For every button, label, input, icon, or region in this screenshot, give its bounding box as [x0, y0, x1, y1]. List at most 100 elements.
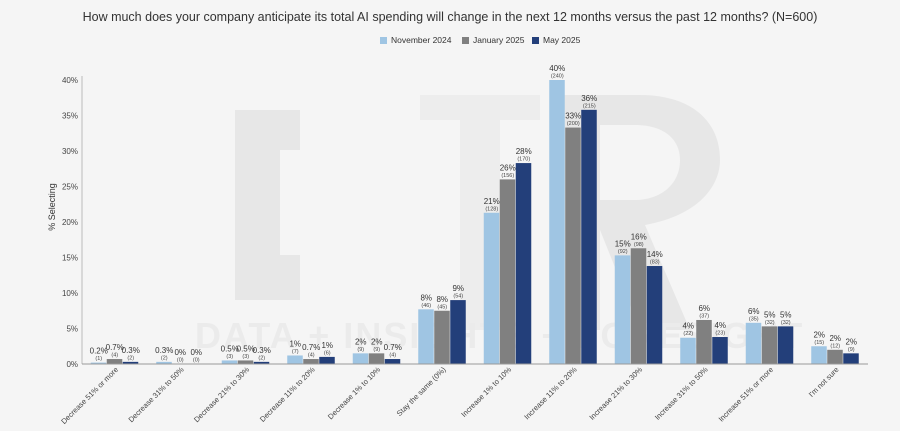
- bar-count-label: (3): [226, 354, 233, 360]
- x-tick-label: Increase 51% or more: [717, 365, 776, 424]
- x-tick-label: Increase 31% to 50%: [653, 365, 710, 422]
- x-tick-label: Increase 11% to 20%: [522, 365, 579, 422]
- bar: [156, 361, 172, 364]
- bar: [549, 80, 565, 364]
- bar-value-label: 26%: [500, 163, 516, 172]
- x-tick-label: Increase 1% to 10%: [459, 365, 513, 419]
- x-tick-label: Increase 21% to 30%: [587, 365, 644, 422]
- bar-value-label: 2%: [371, 337, 383, 346]
- bar-count-label: (7): [292, 349, 299, 355]
- bar-value-label: 9%: [452, 284, 464, 293]
- bar-count-label: (83): [650, 260, 660, 266]
- bar: [827, 349, 843, 364]
- legend-label-1: January 2025: [473, 35, 525, 45]
- bar-count-label: (1): [95, 356, 102, 362]
- bar-value-label: 2%: [829, 334, 841, 343]
- bar: [680, 337, 696, 364]
- bar-count-label: (170): [517, 157, 530, 163]
- bar: [696, 319, 712, 364]
- legend-swatch-0: [380, 37, 387, 44]
- bar-series-group: 0.2%(1)0.7%(4)0.3%(2)0.3%(2)0%(0)0%(0)0.…: [90, 64, 859, 364]
- x-tick-label: Decrease 21% to 30%: [192, 365, 251, 424]
- bar: [319, 356, 335, 364]
- bar: [745, 322, 762, 364]
- bar-count-label: (15): [814, 340, 824, 346]
- bar: [646, 266, 663, 364]
- bar: [253, 361, 270, 364]
- y-tick-label: 10%: [62, 289, 78, 298]
- bar-value-label: 36%: [581, 94, 597, 103]
- y-axis-label: % Selecting: [47, 183, 57, 231]
- bar: [90, 362, 107, 364]
- bar-value-label: 1%: [289, 339, 301, 348]
- bar-count-label: (35): [749, 316, 759, 322]
- bar: [777, 326, 794, 364]
- bar-value-label: 2%: [845, 337, 857, 346]
- x-axis: Decrease 51% or more Decrease 31% to 50% D…: [59, 363, 868, 426]
- bar-count-label: (12): [830, 343, 840, 349]
- x-tick-label: Decrease 51% or more: [59, 365, 120, 426]
- y-tick-label: 25%: [62, 183, 78, 192]
- bar-count-label: (9): [373, 347, 380, 353]
- y-tick-label: 15%: [62, 254, 78, 263]
- x-tick-label: Stay the same (0%): [395, 365, 448, 418]
- bar-count-label: (92): [618, 249, 628, 255]
- bar-value-label: 0.3%: [122, 346, 140, 355]
- bar-count-label: (2): [161, 355, 168, 361]
- bar-value-label: 6%: [698, 304, 710, 313]
- y-tick-label: 30%: [62, 147, 78, 156]
- bar-count-label: (45): [437, 304, 447, 310]
- legend-label-2: May 2025: [543, 35, 581, 45]
- bar: [122, 361, 139, 364]
- legend-label-0: November 2024: [391, 35, 452, 45]
- bar: [811, 346, 827, 364]
- bar-value-label: 0.2%: [90, 347, 108, 356]
- bar-count-label: (9): [848, 347, 855, 353]
- bar-value-label: 0%: [190, 348, 202, 357]
- bar-value-label: 6%: [748, 307, 760, 316]
- bar: [450, 300, 466, 364]
- bar: [352, 353, 369, 364]
- bar: [581, 109, 597, 364]
- etr-watermark-logo: DATA + INSIGHTS + FORESIGHT: [195, 95, 802, 356]
- x-tick-label: Decrease 1% to 10%: [326, 365, 382, 421]
- bar-count-label: (128): [485, 206, 498, 212]
- bar: [483, 212, 500, 364]
- y-axis: 0% 5% 10% 15% 20% 25% 30% 35% 40%: [62, 76, 83, 369]
- bar-value-label: 28%: [516, 147, 532, 156]
- x-tick-label: I'm not sure: [807, 365, 841, 399]
- legend-swatch-2: [532, 37, 539, 44]
- bar-value-label: 21%: [484, 197, 500, 206]
- bar-count-label: (240): [551, 74, 564, 80]
- bar: [843, 353, 859, 364]
- y-tick-label: 40%: [62, 76, 78, 85]
- bar-count-label: (32): [781, 320, 791, 326]
- chart-title: How much does your company anticipate it…: [83, 10, 818, 24]
- bar-value-label: 0.7%: [106, 343, 124, 352]
- bar-value-label: 0.3%: [253, 346, 271, 355]
- bar-value-label: 4%: [714, 321, 726, 330]
- bar-value-label: 14%: [647, 250, 663, 259]
- x-tick-label: Decrease 11% to 20%: [258, 365, 317, 424]
- bar-value-label: 8%: [420, 293, 432, 302]
- y-tick-label: 0%: [66, 360, 78, 369]
- y-tick-label: 5%: [66, 325, 78, 334]
- legend-swatch-1: [462, 37, 469, 44]
- bar-value-label: 40%: [549, 64, 565, 73]
- bar: [106, 359, 123, 364]
- bar-count-label: (23): [715, 331, 725, 337]
- bar-value-label: 0.5%: [237, 344, 255, 353]
- bar-count-label: (215): [583, 103, 596, 109]
- bar-count-label: (2): [258, 355, 265, 361]
- bar-count-label: (98): [634, 242, 644, 248]
- bar-count-label: (6): [324, 350, 331, 356]
- bar: [630, 248, 647, 364]
- bar: [614, 255, 631, 364]
- bar: [499, 179, 516, 364]
- bar: [287, 355, 303, 364]
- bar-count-label: (46): [421, 303, 431, 309]
- y-tick-label: 35%: [62, 112, 78, 121]
- bar: [237, 360, 254, 364]
- x-tick-label: Decrease 31% to 50%: [127, 365, 186, 424]
